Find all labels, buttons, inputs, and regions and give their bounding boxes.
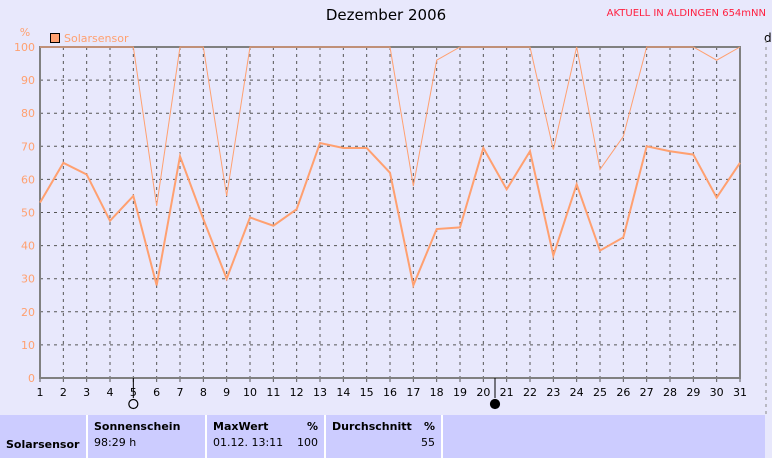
max-header: MaxWert <box>213 420 269 433</box>
chart-title: Dezember 2006 <box>325 6 447 24</box>
legend-label: Solarsensor <box>64 32 129 45</box>
x-tick-label: 16 <box>383 386 397 399</box>
x-tick-label: 1 <box>37 386 44 399</box>
sunshine-header: Sonnenschein <box>94 420 181 433</box>
x-tick-label: 25 <box>593 386 607 399</box>
row-label: Solarsensor <box>6 438 80 451</box>
y-tick-label: 30 <box>21 273 35 286</box>
row-label-cell: Solarsensor <box>0 415 88 458</box>
x-tick-label: 21 <box>500 386 514 399</box>
x-tick-label: 7 <box>177 386 184 399</box>
x-tick-label: 4 <box>107 386 114 399</box>
avg-value: 55 <box>421 436 435 449</box>
max-unit: % <box>306 420 318 433</box>
location-label: AKTUELL IN ALDINGEN 654mNN <box>606 8 766 19</box>
y-tick-label: 10 <box>21 339 35 352</box>
x-tick-label: 27 <box>640 386 654 399</box>
avg-header: Durchschnitt <box>332 420 412 433</box>
avg-unit: % <box>423 420 435 433</box>
x-tick-label: 19 <box>453 386 467 399</box>
y-tick-label: 100 <box>14 41 35 54</box>
new-moon-icon <box>489 398 501 410</box>
y-tick-label: 90 <box>21 74 35 87</box>
x-tick-label: 10 <box>243 386 257 399</box>
x-tick-label: 24 <box>570 386 584 399</box>
x-tick-label: 12 <box>290 386 304 399</box>
y-tick-label: 80 <box>21 107 35 120</box>
x-tick-label: 29 <box>686 386 700 399</box>
x-tick-label: 26 <box>616 386 630 399</box>
max-date: 01.12. 13:11 <box>213 436 284 449</box>
sunshine-value: 98:29 h <box>94 436 137 449</box>
y-tick-label: 60 <box>21 173 35 186</box>
full-moon-icon <box>128 398 139 410</box>
y-tick-label: 40 <box>21 240 35 253</box>
x-tick-label: 28 <box>663 386 677 399</box>
x-tick-label: 6 <box>153 386 160 399</box>
x-tick-label: 2 <box>60 386 67 399</box>
y-tick-label: 0 <box>28 372 35 385</box>
empty-cell <box>441 415 765 458</box>
y-axis-unit: % <box>20 26 30 39</box>
x-tick-label: 14 <box>336 386 350 399</box>
x-tick-label: 18 <box>430 386 444 399</box>
y-tick-label: 20 <box>21 306 35 319</box>
sunshine-cell: Sonnenschein 98:29 h <box>86 415 205 458</box>
max-cell: MaxWert% 01.12. 13:11 100 <box>205 415 324 458</box>
x-tick-label: 31 <box>733 386 747 399</box>
y-tick-label: 50 <box>21 207 35 220</box>
x-tick-label: 17 <box>406 386 420 399</box>
y-tick-label: 70 <box>21 140 35 153</box>
x-tick-label: 30 <box>710 386 724 399</box>
x-tick-label: 3 <box>83 386 90 399</box>
x-tick-label: 22 <box>523 386 537 399</box>
series-average-line <box>39 141 741 289</box>
x-tick-label: 23 <box>546 386 560 399</box>
x-tick-label: 13 <box>313 386 327 399</box>
line-chart: 0102030405060708090100123456789101112131… <box>14 26 767 415</box>
avg-cell: Durchschnitt% 55 <box>324 415 441 458</box>
x-tick-label: 9 <box>223 386 230 399</box>
max-value: 100 <box>297 436 318 449</box>
x-tick-label: 20 <box>476 386 490 399</box>
x-tick-label: 15 <box>360 386 374 399</box>
series-max-line <box>40 46 741 206</box>
x-tick-label: 8 <box>200 386 207 399</box>
x-tick-label: 11 <box>266 386 280 399</box>
legend-swatch <box>50 33 60 43</box>
right-axis-label: d <box>764 31 772 45</box>
